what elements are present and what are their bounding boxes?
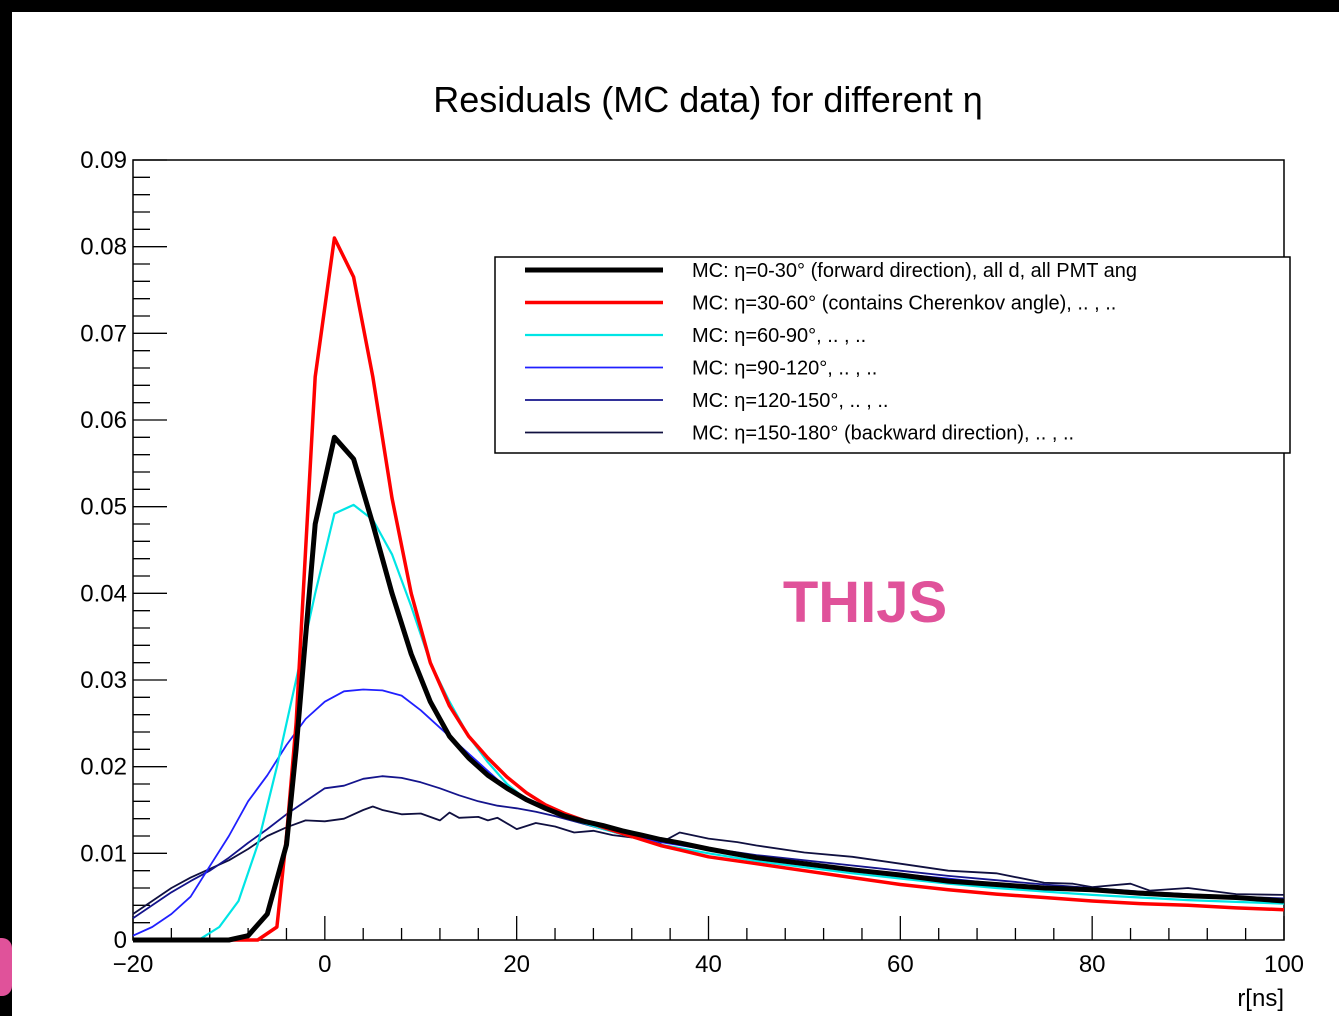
y-tick-label: 0.08 (80, 234, 127, 261)
legend-label: MC: η=30-60° (contains Cherenkov angle),… (692, 293, 1116, 315)
y-tick-label: 0.06 (80, 407, 127, 434)
x-axis-label: r[ns] (1237, 985, 1284, 1012)
series-line (133, 434, 1285, 943)
x-tick-label: 80 (1079, 951, 1106, 978)
legend-label: MC: η=150-180° (backward direction), .. … (692, 423, 1074, 445)
x-tick-label: 40 (695, 951, 722, 978)
chart-title: Residuals (MC data) for different η (433, 79, 983, 120)
y-tick-label: 0.07 (80, 320, 127, 347)
series-line (132, 688, 1285, 937)
x-tick-label: 60 (887, 951, 914, 978)
legend-label: MC: η=0-30° (forward direction), all d, … (692, 260, 1137, 282)
legend-label: MC: η=60-90°, .. , .. (692, 325, 866, 347)
y-tick-label: 0 (114, 927, 127, 954)
legend-label: MC: η=90-120°, .. , .. (692, 358, 877, 380)
y-tick-label: 0.03 (80, 667, 127, 694)
watermark-text: THIJS (783, 570, 947, 635)
y-tick-label: 0.09 (80, 147, 127, 174)
x-tick-label: 20 (503, 951, 530, 978)
y-tick-label: 0.02 (80, 754, 127, 781)
y-tick-label: 0.05 (80, 494, 127, 521)
y-tick-label: 0.04 (80, 580, 127, 607)
x-tick-label: −20 (113, 951, 154, 978)
x-tick-label: 100 (1264, 951, 1304, 978)
legend-entries: MC: η=0-30° (forward direction), all d, … (525, 260, 1137, 445)
legend-label: MC: η=120-150°, .. , .. (692, 390, 888, 412)
y-tick-label: 0.01 (80, 840, 127, 867)
x-tick-label: 0 (318, 951, 331, 978)
pink-edge-tab (0, 938, 12, 996)
series-line (132, 805, 1285, 915)
legend-box (494, 256, 1291, 454)
